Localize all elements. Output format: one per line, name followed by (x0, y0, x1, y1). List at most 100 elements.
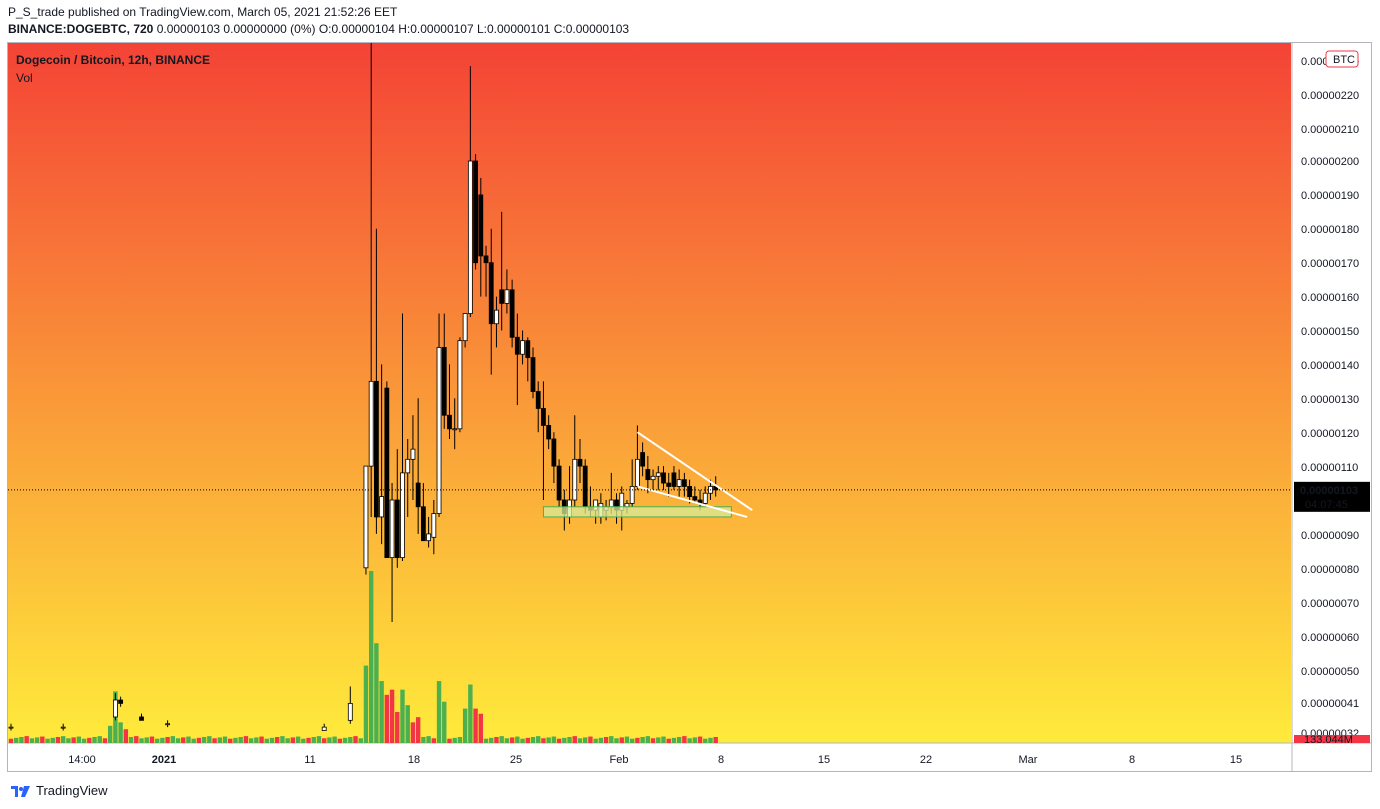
candle-body (447, 414, 452, 430)
candle-body (483, 255, 489, 264)
candle-body (530, 357, 536, 392)
chart-canvas[interactable]: 0.000002300.000002200.000002100.00000200… (8, 43, 1372, 772)
candle-body (572, 458, 578, 501)
candle-body (556, 465, 562, 501)
candle-body (702, 492, 708, 504)
price-tick-label: 0.00000090 (1301, 530, 1359, 542)
volume-bar (363, 665, 369, 743)
candle-body (645, 469, 651, 481)
volume-bar (233, 737, 238, 743)
volume-bar (661, 736, 666, 743)
candle-body (384, 387, 390, 559)
volume-bar (201, 736, 207, 743)
candle-body (546, 425, 552, 440)
volume-bar (389, 689, 395, 743)
volume-bar (269, 737, 275, 743)
volume-bar (640, 736, 645, 743)
volume-bar (682, 736, 687, 743)
wedge-lower-line (637, 485, 748, 518)
price-tick-label: 0.00000050 (1301, 666, 1359, 678)
volume-bar (50, 737, 55, 743)
candle-body (368, 380, 374, 467)
volume-bar (468, 684, 473, 743)
volume-bar (520, 738, 525, 743)
time-tick-label: Mar (1019, 754, 1038, 766)
publish-info: P_S_trade published on TradingView.com, … (8, 5, 398, 19)
volume-bar (14, 737, 19, 743)
volume-bar (8, 738, 14, 743)
volume-bar (405, 705, 410, 743)
time-tick-label: 11 (304, 754, 315, 766)
volume-bar (504, 738, 510, 743)
volume-bar (238, 736, 243, 743)
candle-body (635, 458, 640, 487)
volume-bar (306, 737, 311, 743)
volume-bar (426, 736, 431, 743)
candle-body (457, 340, 463, 430)
volume-bar (400, 689, 405, 743)
candle-body (514, 336, 520, 355)
candle-body (640, 452, 646, 467)
chart-frame[interactable]: 0.000002300.000002200.000002100.00000200… (7, 42, 1372, 772)
candle-body (582, 465, 588, 508)
price-tick-label: 0.00000160 (1301, 292, 1359, 304)
price-tick-label: 0.00000130 (1301, 394, 1359, 406)
volume-bar (175, 738, 181, 743)
volume-bar (515, 736, 520, 743)
candle-body (687, 486, 692, 498)
candle-body (373, 380, 379, 518)
volume-bar (196, 737, 202, 743)
price-tick-label: 0.00000220 (1301, 90, 1359, 102)
candle-body (629, 486, 635, 504)
symbol-ohlc-line: BINANCE:DOGEBTC, 720 0.00000103 0.000000… (8, 22, 629, 36)
volume-bar (442, 701, 447, 743)
volume-bar (342, 737, 348, 743)
volume-bar (97, 736, 102, 743)
volume-bar (149, 736, 155, 743)
time-axis-panel[interactable] (8, 744, 1291, 772)
footer[interactable]: TradingView (10, 783, 108, 798)
volume-bar (656, 737, 661, 743)
volume-bar (431, 738, 437, 743)
volume-bar (708, 737, 713, 743)
price-tick-label: 0.00000120 (1301, 428, 1359, 440)
candle-body (608, 499, 614, 508)
volume-bar (301, 738, 306, 743)
candle-body (379, 496, 385, 518)
volume-bar (144, 737, 149, 743)
volume-bar (353, 736, 358, 743)
volume-bar (536, 736, 541, 743)
price-tick-label: 0.00000210 (1301, 124, 1359, 136)
volume-bar (275, 736, 280, 743)
volume-bar (483, 738, 489, 743)
volume-bar (436, 681, 442, 743)
candle-body (551, 438, 557, 467)
candle-body (139, 716, 144, 721)
candle-body (347, 703, 353, 721)
volume-bar (379, 681, 384, 743)
candle-body (661, 472, 666, 484)
volume-bar (551, 736, 557, 743)
volume-bar (29, 738, 35, 743)
volume-bar (348, 736, 353, 743)
candle-body (541, 408, 546, 426)
candle-body (504, 289, 510, 304)
volume-bar (374, 643, 379, 743)
price-tick-label: 0.00000041 (1301, 698, 1359, 710)
volume-bar (697, 736, 703, 743)
volume-bar (457, 736, 463, 743)
volume-bar (577, 738, 583, 743)
volume-bar (541, 738, 546, 743)
candle-body (118, 699, 124, 704)
time-tick-label: 18 (408, 754, 420, 766)
volume-bar (368, 571, 374, 743)
volume-bar (76, 736, 82, 743)
volume-bar (181, 737, 186, 743)
support-zone (542, 506, 732, 518)
volume-bar (217, 737, 222, 743)
price-tick-label: 0.00000200 (1301, 156, 1359, 168)
volume-bar (421, 736, 426, 743)
price-axis-panel[interactable] (1292, 43, 1372, 743)
candle-body (494, 309, 499, 325)
candle-body (113, 699, 118, 718)
